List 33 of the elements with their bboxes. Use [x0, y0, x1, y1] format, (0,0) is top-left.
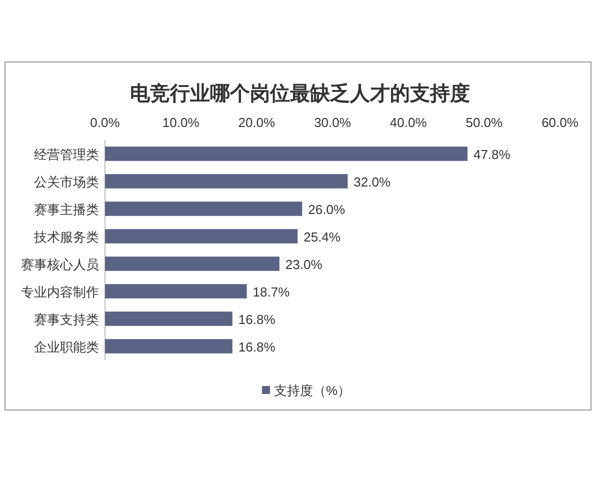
y-tick-label: 赛事主播类 [34, 202, 99, 217]
x-tick-label: 0.0% [90, 115, 120, 130]
bar [105, 284, 247, 298]
legend-label: 支持度（%） [274, 383, 351, 398]
data-label: 18.7% [252, 284, 290, 300]
x-tick-label: 60.0% [542, 115, 579, 130]
x-tick-label: 30.0% [314, 115, 352, 130]
bar [105, 229, 298, 244]
bar [105, 256, 280, 271]
data-label: 47.8% [473, 146, 511, 162]
x-tick-label: 50.0% [466, 115, 504, 130]
y-tick-label: 公关市场类 [34, 174, 99, 190]
data-label: 23.0% [285, 256, 323, 272]
x-tick-label: 20.0% [238, 115, 276, 130]
x-tick-label: 10.0% [162, 115, 200, 130]
bar [105, 202, 302, 216]
data-label: 16.8% [238, 339, 276, 354]
data-label: 25.4% [304, 229, 341, 244]
y-tick-label: 专业内容制作 [21, 284, 99, 300]
y-tick-label: 经营管理类 [34, 146, 99, 162]
data-label: 16.8% [238, 312, 276, 327]
data-label: 26.0% [308, 202, 346, 217]
y-tick-label: 赛事核心人员 [21, 256, 99, 272]
chart-title: 电竞行业哪个岗位最缺乏人才的支持度 [130, 82, 470, 105]
bar [105, 174, 348, 188]
y-tick-label: 企业职能类 [34, 339, 99, 354]
y-tick-label: 技术服务类 [33, 229, 99, 244]
y-tick-label: 赛事支持类 [34, 312, 99, 327]
data-label: 32.0% [354, 174, 391, 190]
x-tick-label: 40.0% [390, 115, 428, 130]
bar [105, 146, 468, 161]
bar [105, 312, 232, 326]
bar [105, 339, 232, 354]
